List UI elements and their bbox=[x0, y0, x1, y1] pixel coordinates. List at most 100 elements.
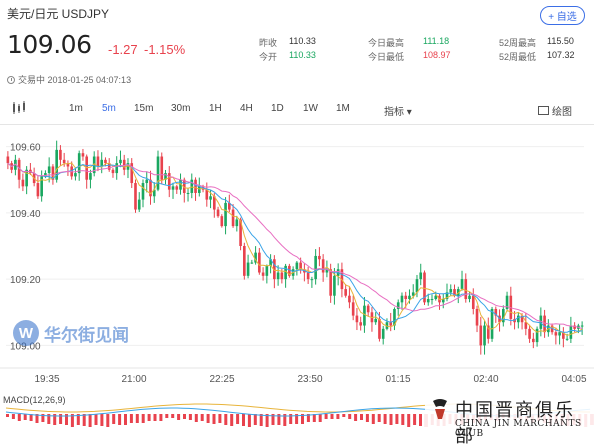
macd-bar bbox=[230, 414, 234, 426]
macd-bar bbox=[224, 414, 228, 425]
macd-bar bbox=[11, 414, 15, 419]
candle-body bbox=[318, 255, 321, 260]
tab-1d[interactable]: 1D bbox=[271, 103, 284, 114]
macd-bar bbox=[65, 414, 68, 425]
add-watchlist-button[interactable]: + 自选 bbox=[540, 6, 585, 25]
candle-body bbox=[471, 295, 475, 309]
candle-body bbox=[119, 159, 122, 164]
tab-1m[interactable]: 1m bbox=[69, 103, 83, 114]
stat-52w-low-value: 107.32 bbox=[547, 50, 575, 60]
candle-body bbox=[179, 179, 182, 190]
candle-body bbox=[126, 163, 130, 170]
candle-body bbox=[59, 149, 62, 160]
macd-bar bbox=[419, 414, 422, 426]
candle-body bbox=[74, 173, 77, 177]
candle-body bbox=[167, 173, 171, 190]
tab-30m[interactable]: 30m bbox=[171, 103, 191, 114]
clock-icon bbox=[7, 75, 15, 84]
candle-body bbox=[321, 259, 325, 273]
ma10-line bbox=[7, 162, 583, 333]
macd-bar bbox=[35, 414, 39, 423]
candle-body bbox=[197, 186, 201, 193]
tab-15m[interactable]: 15m bbox=[134, 103, 154, 114]
candle-body bbox=[89, 173, 92, 180]
candle-body bbox=[77, 153, 81, 174]
candle-body bbox=[171, 186, 175, 190]
candle-body bbox=[299, 262, 302, 270]
candle-body bbox=[100, 159, 104, 167]
candle-body bbox=[261, 272, 265, 276]
candle-body bbox=[464, 279, 468, 300]
x-tick-label: 21:00 bbox=[121, 374, 146, 385]
stat-52w-high-value: 115.50 bbox=[547, 36, 574, 46]
macd-bar bbox=[389, 414, 393, 425]
candle-body bbox=[284, 265, 287, 280]
candle-body bbox=[325, 269, 329, 273]
candle-body bbox=[295, 262, 299, 270]
macd-bar bbox=[377, 414, 381, 422]
candle-body bbox=[520, 315, 524, 323]
macd-bar bbox=[135, 414, 139, 423]
macd-bar bbox=[324, 414, 328, 419]
macd-bar bbox=[271, 414, 275, 425]
stat-day-high-value: 111.18 bbox=[423, 36, 450, 46]
macd-bar bbox=[76, 414, 80, 425]
macd-bar bbox=[94, 414, 98, 425]
x-tick-label: 19:35 bbox=[34, 374, 59, 385]
candle-body bbox=[505, 295, 509, 309]
candle-body bbox=[239, 219, 242, 246]
macd-bar bbox=[259, 414, 263, 426]
watermark-logo: W bbox=[13, 320, 39, 346]
candle-body bbox=[539, 315, 543, 329]
candle-body bbox=[137, 199, 141, 210]
y-tick-label: 109.00 bbox=[10, 341, 41, 352]
stat-day-low-label: 今日最低 bbox=[368, 52, 405, 62]
macd-bar bbox=[88, 414, 92, 427]
draw-button[interactable]: 绘图 bbox=[538, 103, 572, 118]
chart-type-icon[interactable] bbox=[10, 101, 28, 115]
candle-body bbox=[456, 289, 460, 296]
tab-1h[interactable]: 1H bbox=[209, 103, 222, 114]
tab-4h[interactable]: 4H bbox=[240, 103, 253, 114]
candle-body bbox=[269, 259, 272, 266]
candle-body bbox=[21, 179, 25, 187]
candle-body bbox=[149, 179, 152, 197]
candle-body bbox=[385, 322, 389, 329]
tab-1w[interactable]: 1W bbox=[303, 103, 318, 114]
candle-body bbox=[104, 159, 107, 164]
macd-bar bbox=[141, 414, 145, 423]
tab-5m[interactable]: 5m bbox=[102, 103, 116, 114]
macd-bar bbox=[342, 414, 346, 417]
candle-body bbox=[359, 322, 362, 326]
macd-bar bbox=[188, 414, 192, 420]
macd-bar bbox=[312, 414, 316, 422]
watermark-text: 华尔街见闻 bbox=[44, 325, 129, 345]
candle-body bbox=[580, 325, 584, 327]
macd-bar bbox=[171, 414, 175, 418]
candle-body bbox=[164, 173, 167, 180]
macd-bar bbox=[265, 414, 269, 427]
candle-body bbox=[115, 163, 119, 174]
candle-body bbox=[396, 302, 400, 309]
indicator-dropdown[interactable]: 指标 ▾ bbox=[384, 107, 412, 118]
candle-body bbox=[565, 338, 569, 340]
candle-body bbox=[224, 202, 227, 227]
candle-body bbox=[423, 272, 426, 303]
candle-body bbox=[445, 292, 449, 300]
candle-body bbox=[36, 183, 40, 197]
macd-bar bbox=[47, 414, 51, 424]
macd-label: MACD(12,26,9) bbox=[3, 395, 66, 405]
ma20-line bbox=[7, 162, 583, 330]
macd-bar bbox=[177, 414, 181, 420]
candle-body bbox=[426, 299, 430, 303]
candle-body bbox=[250, 262, 254, 264]
candle-body bbox=[550, 325, 554, 333]
candle-body bbox=[92, 156, 96, 174]
candle-body bbox=[134, 183, 137, 210]
candle-body bbox=[246, 262, 250, 276]
tab-1mo[interactable]: 1M bbox=[336, 103, 350, 114]
candle-body bbox=[366, 305, 370, 313]
candle-body bbox=[186, 192, 190, 194]
candle-body bbox=[122, 159, 126, 170]
candle-body bbox=[288, 265, 291, 276]
